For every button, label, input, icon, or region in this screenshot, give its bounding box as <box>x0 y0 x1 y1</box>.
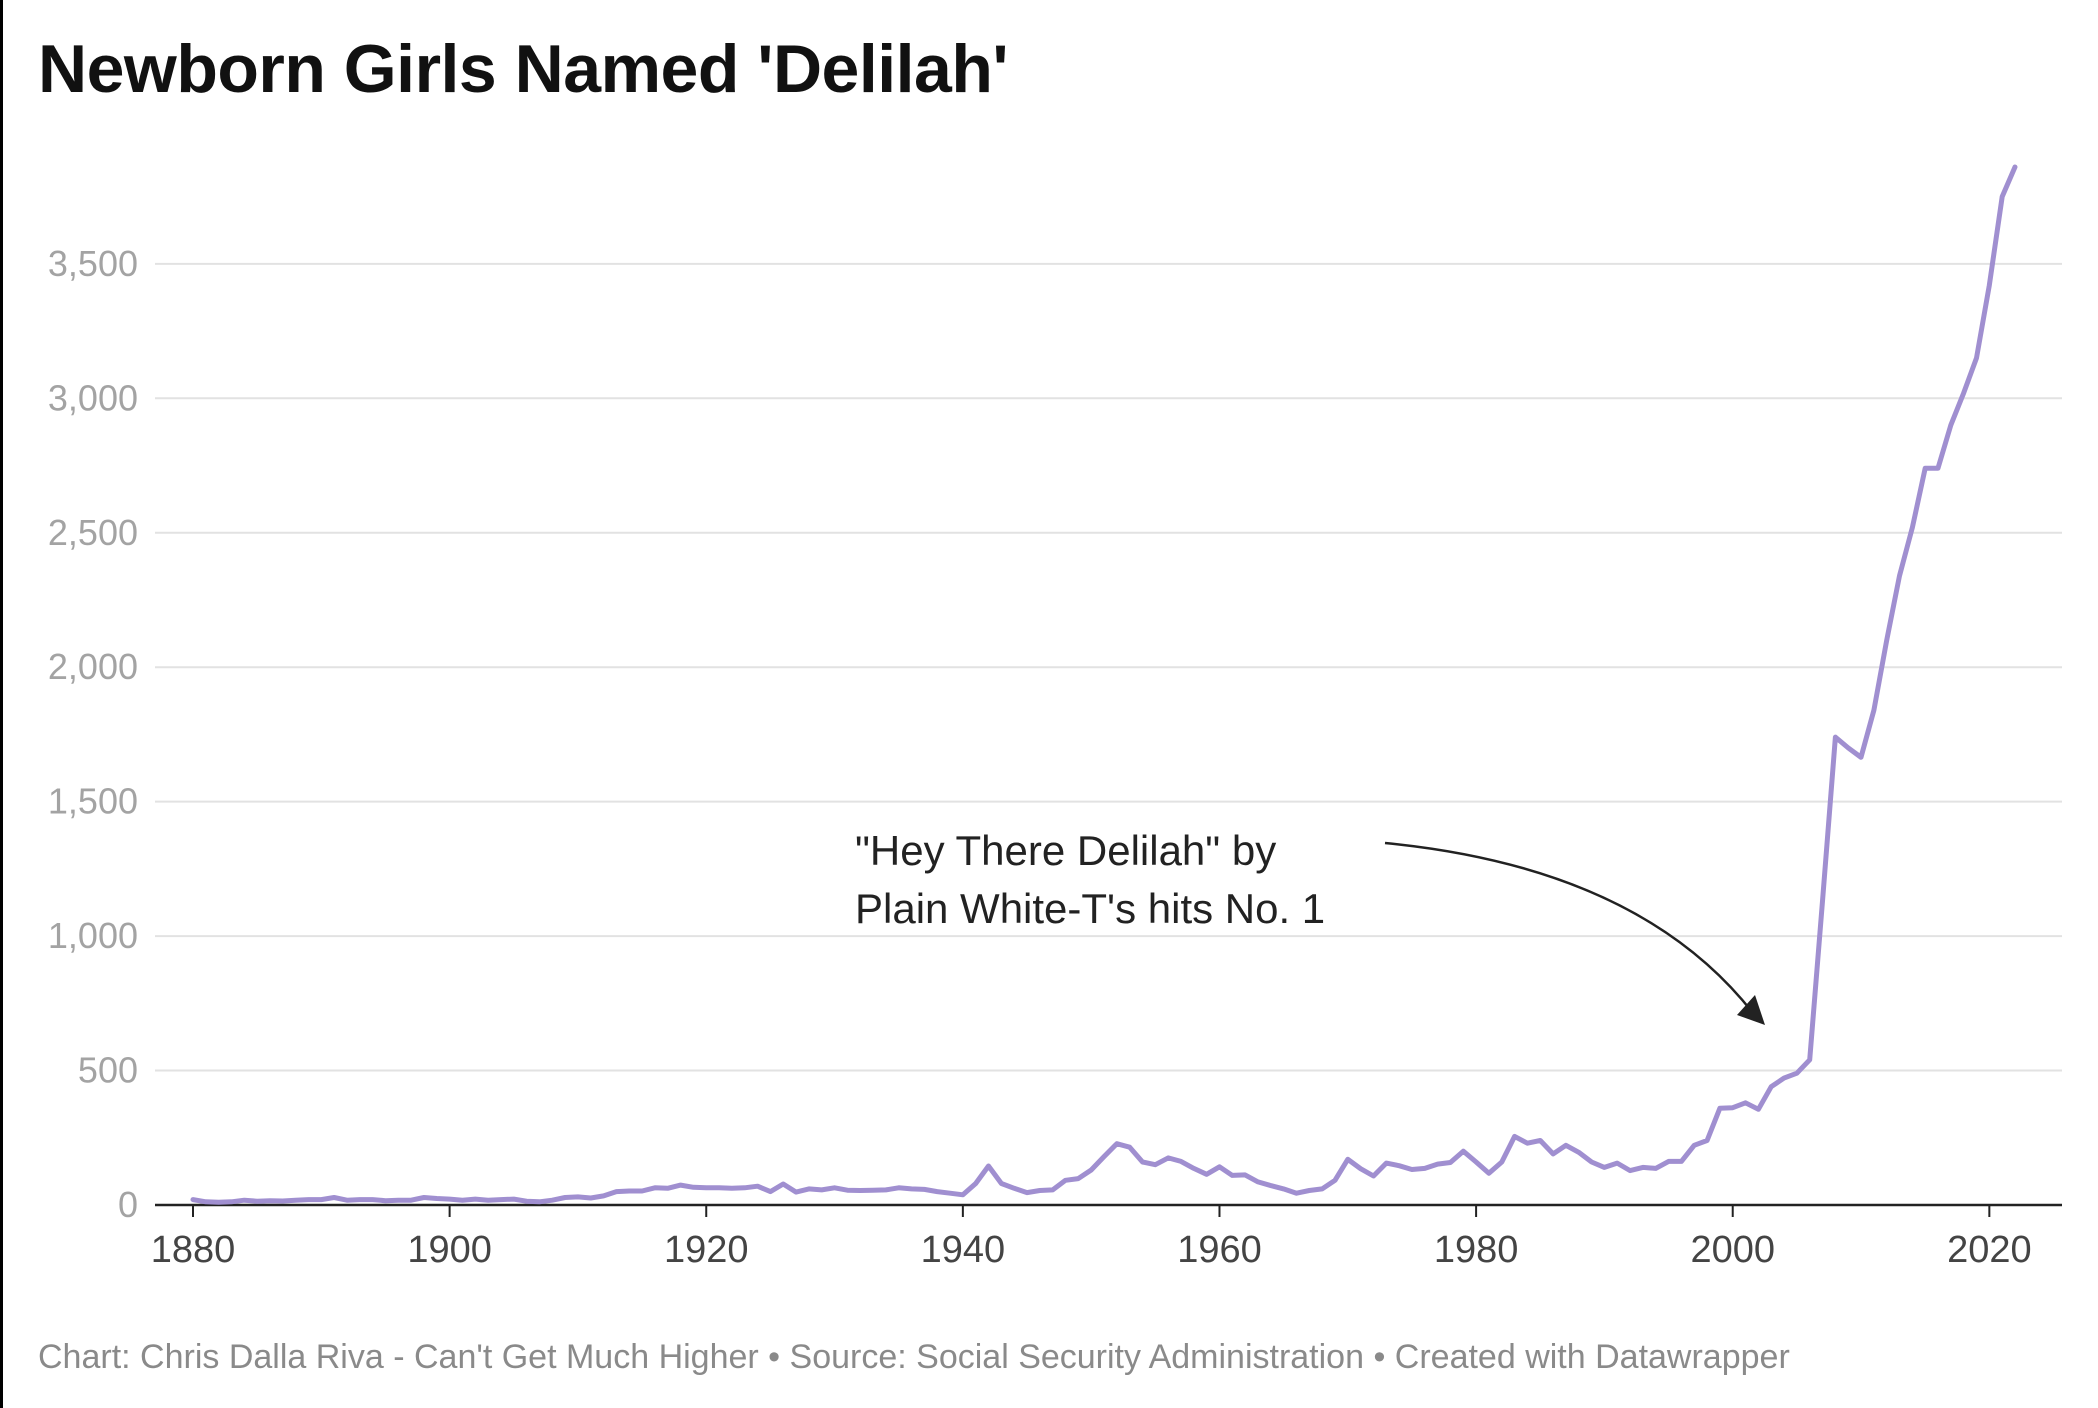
y-tick-label: 1,000 <box>48 915 138 956</box>
y-tick-label: 500 <box>78 1050 138 1091</box>
annotation-arrow-line <box>1384 841 1754 1014</box>
y-tick-label: 1,500 <box>48 781 138 822</box>
x-tick-label: 1980 <box>1434 1229 1519 1271</box>
left-border <box>0 0 3 1408</box>
x-axis-ticks: 1880 1900 1920 1940 1960 1980 2000 2020 <box>151 1205 2032 1271</box>
x-tick-label: 1920 <box>664 1229 749 1271</box>
y-tick-label: 3,000 <box>48 377 138 418</box>
annotation: "Hey There Delilah" by Plain White-T's hi… <box>855 827 1765 1025</box>
x-tick-label: 2000 <box>1690 1229 1775 1271</box>
x-tick-label: 1960 <box>1177 1229 1262 1271</box>
x-tick-label: 1940 <box>921 1229 1006 1271</box>
x-tick-label: 2020 <box>1947 1229 2032 1271</box>
annotation-text-line: Plain White-T's hits No. 1 <box>855 885 1325 932</box>
y-tick-label: 0 <box>118 1184 138 1225</box>
annotation-text-line: "Hey There Delilah" by <box>855 827 1276 874</box>
y-tick-label: 2,000 <box>48 646 138 687</box>
chart-footer: Chart: Chris Dalla Riva - Can't Get Much… <box>38 1338 1790 1376</box>
y-tick-label: 2,500 <box>48 512 138 553</box>
series-line <box>190 164 2018 1205</box>
y-tick-label: 3,500 <box>48 243 138 284</box>
chart-title: Newborn Girls Named 'Delilah' <box>38 31 1009 107</box>
y-axis-ticks: 0 500 1,000 1,500 2,000 2,500 3,000 3,500 <box>48 243 138 1225</box>
gridlines <box>155 262 2062 1207</box>
series-group <box>190 164 2018 1205</box>
x-tick-label: 1900 <box>407 1229 492 1271</box>
x-tick-label: 1880 <box>151 1229 236 1271</box>
annotation-arrowhead <box>1737 995 1765 1025</box>
